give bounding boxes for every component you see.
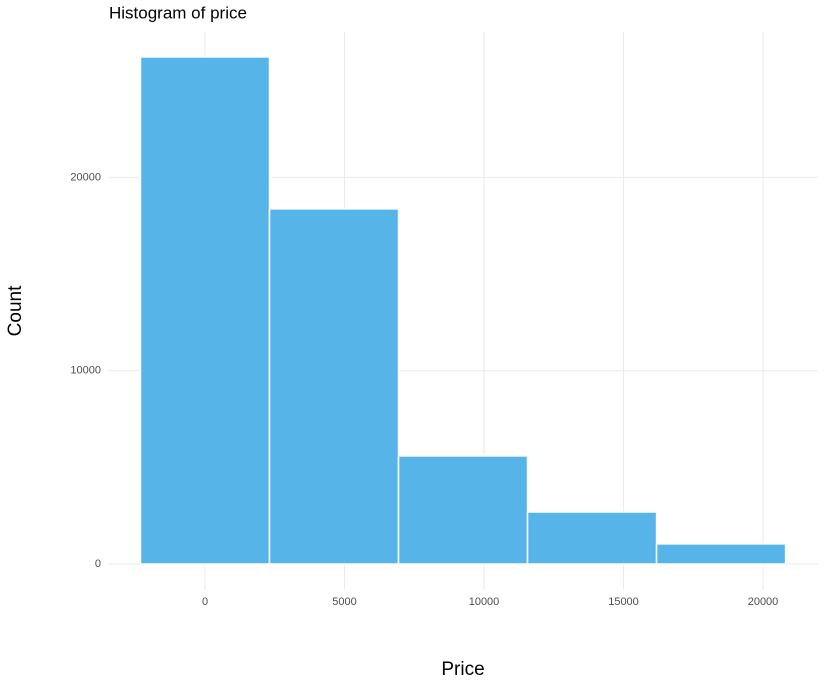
x-tick-label: 20000 <box>748 596 779 608</box>
y-tick-label: 10000 <box>70 365 101 377</box>
x-tick-label: 5000 <box>332 596 356 608</box>
x-tick-label: 15000 <box>608 596 639 608</box>
y-tick-label: 0 <box>95 558 101 570</box>
x-axis-title: Price <box>441 659 484 680</box>
bar <box>268 208 400 565</box>
y-tick-label: 20000 <box>70 171 101 183</box>
bar <box>139 56 271 565</box>
chart-title: Histogram of price <box>109 3 247 22</box>
y-axis-title: Count <box>5 285 26 336</box>
x-tick-label: 0 <box>202 596 208 608</box>
bar <box>397 455 529 565</box>
bar <box>655 543 787 565</box>
bar <box>526 511 658 565</box>
x-tick-label: 10000 <box>469 596 500 608</box>
